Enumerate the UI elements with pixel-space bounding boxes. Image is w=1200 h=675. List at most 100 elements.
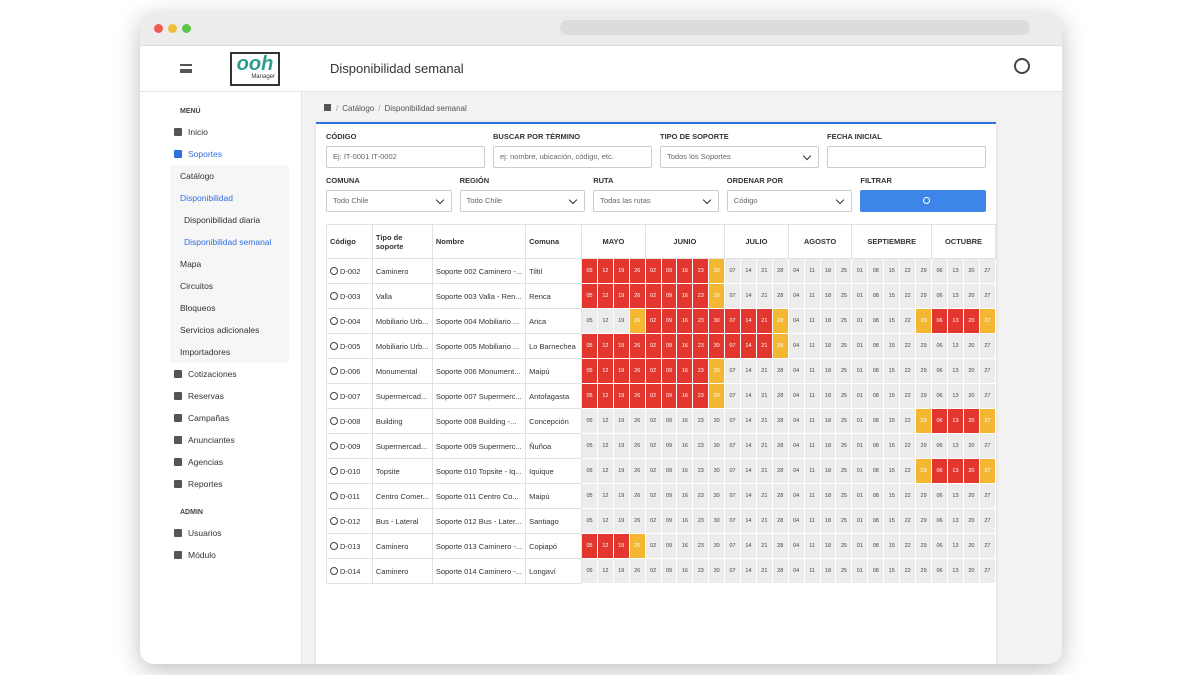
week-cell[interactable]: 19 (612, 508, 630, 534)
week-cell[interactable]: 22 (899, 458, 917, 484)
week-cell[interactable]: 08 (867, 283, 885, 309)
week-cell[interactable]: 16 (676, 283, 694, 309)
week-cell[interactable]: 18 (819, 258, 837, 284)
week-cell[interactable]: 28 (771, 258, 789, 284)
week-cell[interactable]: 27 (978, 308, 996, 334)
week-cell[interactable]: 30 (708, 333, 726, 359)
week-cell[interactable]: 26 (628, 333, 646, 359)
week-cell[interactable]: 02 (644, 358, 662, 384)
week-cell[interactable]: 21 (755, 308, 773, 334)
week-cell[interactable]: 04 (787, 558, 805, 584)
nav-item[interactable]: Módulo (140, 544, 301, 566)
nav-item[interactable]: Soportes (140, 143, 301, 165)
week-cell[interactable]: 02 (644, 408, 662, 434)
week-cell[interactable]: 28 (771, 283, 789, 309)
week-cell[interactable]: 18 (819, 383, 837, 409)
week-cell[interactable]: 07 (724, 258, 741, 284)
week-cell[interactable]: 29 (915, 358, 933, 384)
table-row[interactable]: D-011 Centro Comer... Soporte 011 Centro C… (326, 483, 996, 509)
week-cell[interactable]: 20 (962, 433, 980, 459)
week-cell[interactable]: 26 (628, 383, 646, 409)
week-cell[interactable]: 02 (644, 533, 662, 559)
week-cell[interactable]: 28 (771, 458, 789, 484)
week-cell[interactable]: 02 (644, 383, 662, 409)
week-cell[interactable]: 12 (596, 458, 614, 484)
week-cell[interactable]: 29 (915, 283, 933, 309)
week-cell[interactable]: 06 (931, 383, 948, 409)
week-cell[interactable]: 02 (644, 333, 662, 359)
week-cell[interactable]: 18 (819, 483, 837, 509)
filter-button[interactable] (860, 190, 986, 212)
week-cell[interactable]: 20 (962, 308, 980, 334)
info-icon[interactable] (330, 341, 338, 350)
week-cell[interactable]: 02 (644, 458, 662, 484)
week-cell[interactable]: 21 (755, 508, 773, 534)
week-cell[interactable]: 04 (787, 308, 805, 334)
week-cell[interactable]: 07 (724, 358, 741, 384)
week-cell[interactable]: 19 (612, 258, 630, 284)
week-cell[interactable]: 13 (946, 333, 964, 359)
week-cell[interactable]: 14 (740, 383, 757, 409)
info-icon[interactable] (330, 566, 338, 575)
table-row[interactable]: D-005 Mobiliario Urb... Soporte 005 Mobili… (326, 333, 996, 359)
week-cell[interactable]: 02 (644, 308, 662, 334)
week-cell[interactable]: 05 (581, 458, 598, 484)
week-cell[interactable]: 16 (676, 508, 694, 534)
week-cell[interactable]: 26 (628, 533, 646, 559)
week-cell[interactable]: 01 (851, 508, 869, 534)
select[interactable]: Todo Chile (459, 190, 586, 212)
week-cell[interactable]: 09 (660, 558, 678, 584)
week-cell[interactable]: 23 (692, 358, 710, 384)
week-cell[interactable]: 08 (867, 358, 885, 384)
week-cell[interactable]: 23 (692, 283, 710, 309)
table-row[interactable]: D-012 Bus - Lateral Soporte 012 Bus - Late… (326, 508, 996, 534)
week-cell[interactable]: 25 (835, 483, 853, 509)
info-icon[interactable] (330, 491, 338, 500)
week-cell[interactable]: 01 (851, 283, 869, 309)
nav-item[interactable]: Bloqueos (170, 297, 289, 319)
week-cell[interactable]: 15 (883, 408, 901, 434)
week-cell[interactable]: 21 (755, 533, 773, 559)
week-cell[interactable]: 27 (978, 408, 996, 434)
info-icon[interactable] (330, 466, 338, 475)
week-cell[interactable]: 21 (755, 458, 773, 484)
week-cell[interactable]: 04 (787, 508, 805, 534)
week-cell[interactable]: 28 (771, 558, 789, 584)
week-cell[interactable]: 07 (724, 533, 741, 559)
week-cell[interactable]: 12 (596, 383, 614, 409)
week-cell[interactable]: 12 (596, 408, 614, 434)
week-cell[interactable]: 13 (946, 533, 964, 559)
week-cell[interactable]: 15 (883, 358, 901, 384)
table-row[interactable]: D-008 Building Soporte 008 Building -... Co… (326, 408, 996, 434)
user-icon[interactable] (1014, 58, 1030, 74)
week-cell[interactable]: 28 (771, 358, 789, 384)
info-icon[interactable] (330, 541, 338, 550)
input[interactable] (827, 146, 986, 168)
week-cell[interactable]: 07 (724, 508, 741, 534)
week-cell[interactable]: 21 (755, 283, 773, 309)
week-cell[interactable]: 02 (644, 558, 662, 584)
week-cell[interactable]: 08 (867, 433, 885, 459)
week-cell[interactable]: 27 (978, 358, 996, 384)
week-cell[interactable]: 13 (946, 483, 964, 509)
week-cell[interactable]: 01 (851, 258, 869, 284)
week-cell[interactable]: 04 (787, 258, 805, 284)
week-cell[interactable]: 05 (581, 433, 598, 459)
week-cell[interactable]: 19 (612, 408, 630, 434)
week-cell[interactable]: 18 (819, 283, 837, 309)
week-cell[interactable]: 04 (787, 433, 805, 459)
week-cell[interactable]: 14 (740, 558, 757, 584)
week-cell[interactable]: 30 (708, 433, 726, 459)
week-cell[interactable]: 23 (692, 558, 710, 584)
table-row[interactable]: D-004 Mobiliario Urb... Soporte 004 Mobili… (326, 308, 996, 334)
week-cell[interactable]: 21 (755, 333, 773, 359)
week-cell[interactable]: 01 (851, 383, 869, 409)
table-row[interactable]: D-013 Caminero Soporte 013 Caminero -... Co… (326, 533, 996, 559)
week-cell[interactable]: 20 (962, 508, 980, 534)
select[interactable]: Todo Chile (326, 190, 452, 212)
week-cell[interactable]: 22 (899, 483, 917, 509)
week-cell[interactable]: 16 (676, 558, 694, 584)
week-cell[interactable]: 26 (628, 458, 646, 484)
week-cell[interactable]: 30 (708, 383, 726, 409)
week-cell[interactable]: 18 (819, 533, 837, 559)
